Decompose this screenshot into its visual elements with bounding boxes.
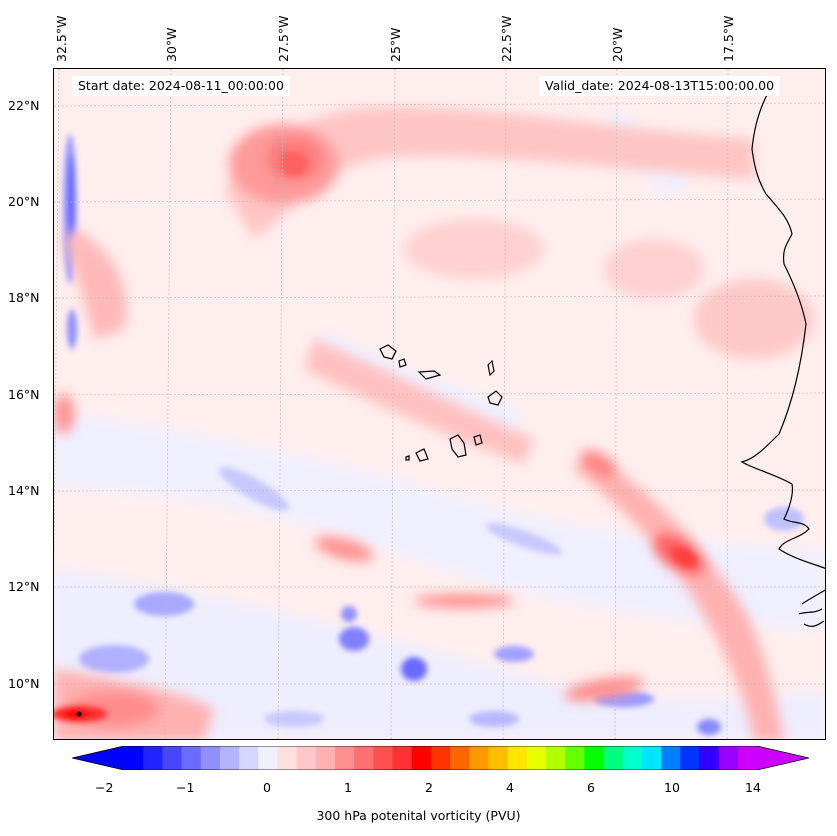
colorbar-tick-4: 4 [506,780,514,795]
lon-label-30w: 30°W [164,27,179,62]
lat-label-14n: 14°N [8,483,40,498]
colorbar-tick-2: 2 [425,780,433,795]
colorbar [72,746,809,770]
colorbar-tick-minus2: −2 [95,780,114,795]
colorbar-cell [277,746,298,770]
lat-label-16n: 16°N [8,387,40,402]
colorbar-cell [526,746,547,770]
colorbar-cell [315,746,336,770]
colorbar-tick-0: 0 [263,780,271,795]
colorbar-cell [699,746,720,770]
colorbar-extend-low [72,746,124,770]
pv-maximum-marker [76,711,82,717]
colorbar-cell [680,746,701,770]
colorbar-tick-6: 6 [587,780,595,795]
colorbar-cell [258,746,279,770]
colorbar-cell [718,746,739,770]
colorbar-cell [392,746,413,770]
colorbar-cell [641,746,662,770]
colorbar-tick-minus1: −1 [176,780,195,795]
graticule [54,69,825,739]
colorbar-cell [450,746,470,770]
colorbar-cell [219,746,240,770]
colorbar-label: 300 hPa potenital vorticity (PVU) [316,808,521,823]
colorbar-cell [603,746,624,770]
colorbar-tick-1: 1 [344,780,352,795]
colorbar-cell [622,746,643,770]
colorbar-cell [354,746,374,770]
colorbar-cell [661,746,681,770]
pv-contour-map [54,69,825,739]
lon-label-32-5w: 32.5°W [54,15,69,62]
colorbar-cell [200,746,221,770]
colorbar-cell [737,746,758,770]
lon-label-22-5w: 22.5°W [499,15,514,62]
map-plot-area [53,68,826,740]
lon-label-20w: 20°W [610,27,625,62]
colorbar-cell [565,746,585,770]
blue-pv-features [63,134,804,735]
lat-label-12n: 12°N [8,579,40,594]
colorbar-cell [488,746,509,770]
colorbar-cell [373,746,394,770]
colorbar-cell [143,746,163,770]
colorbar-cell [181,746,202,770]
colorbar-cell [335,746,355,770]
colorbar-cell [507,746,528,770]
colorbar-cell [162,746,183,770]
colorbar-cell [239,746,259,770]
colorbar-cell [296,746,317,770]
lat-label-22n: 22°N [8,98,40,113]
lon-label-25w: 25°W [388,27,403,62]
colorbar-cells [124,746,758,770]
colorbar-tick-14: 14 [745,780,761,795]
colorbar-cell [430,746,451,770]
colorbar-extend-high [757,746,809,770]
valid-date-label: Valid_date: 2024-08-13T15:00:00.00 [539,76,781,96]
lon-label-17-5w: 17.5°W [721,15,736,62]
positive-pv-regions [54,106,814,739]
colorbar-cell [546,746,566,770]
lon-label-27-5w: 27.5°W [276,15,291,62]
colorbar-cell [469,746,490,770]
colorbar-cell [411,746,432,770]
colorbar-cell [124,746,144,770]
start-date-label: Start date: 2024-08-11_00:00:00 [72,76,290,96]
lat-label-10n: 10°N [8,676,40,691]
coastlines [379,90,825,627]
colorbar-cell [584,746,605,770]
lat-label-20n: 20°N [8,194,40,209]
lat-label-18n: 18°N [8,290,40,305]
colorbar-tick-10: 10 [664,780,680,795]
